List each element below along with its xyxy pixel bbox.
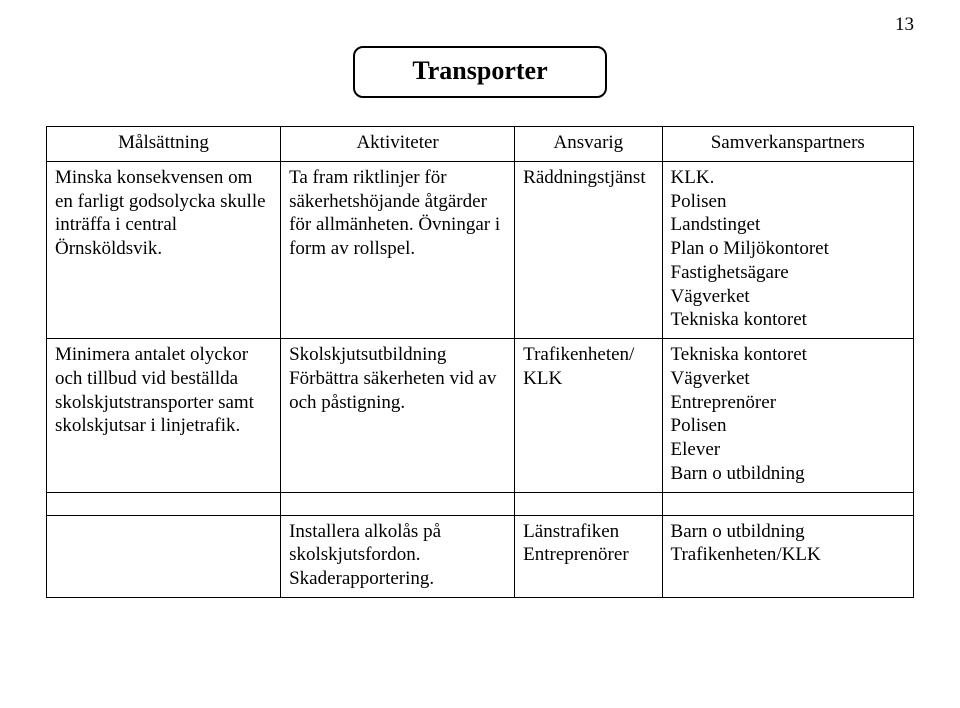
empty-cell: [281, 492, 515, 515]
col-header-activity: Aktiviteter: [281, 127, 515, 162]
cell-goal: Minimera antalet olyckor och tillbud vid…: [47, 339, 281, 493]
col-header-goal: Målsättning: [47, 127, 281, 162]
cell-goal: [47, 515, 281, 597]
main-table: Målsättning Aktiviteter Ansvarig Samverk…: [46, 126, 914, 598]
cell-responsible: Länstrafiken Entreprenörer: [515, 515, 662, 597]
cell-activity: Skolskjutsutbildning Förbättra säkerhete…: [281, 339, 515, 493]
empty-cell: [47, 492, 281, 515]
page-title: Transporter: [353, 46, 607, 98]
cell-partners: KLK.PolisenLandstingetPlan o Miljökontor…: [662, 161, 913, 338]
col-header-partners: Samverkanspartners: [662, 127, 913, 162]
table-spacer-row: [47, 492, 914, 515]
table-row: Installera alkolås på skolskjutsfordon. …: [47, 515, 914, 597]
empty-cell: [515, 492, 662, 515]
table-row: Minska konsekvensen om en farligt godsol…: [47, 161, 914, 338]
cell-activity: Installera alkolås på skolskjutsfordon. …: [281, 515, 515, 597]
col-header-responsible: Ansvarig: [515, 127, 662, 162]
cell-goal: Minska konsekvensen om en farligt godsol…: [47, 161, 281, 338]
page-number: 13: [895, 14, 914, 36]
cell-partners: Barn o utbildningTrafikenheten/KLK: [662, 515, 913, 597]
table-header-row: Målsättning Aktiviteter Ansvarig Samverk…: [47, 127, 914, 162]
cell-activity: Ta fram riktlinjer för säkerhetshöjande …: [281, 161, 515, 338]
cell-partners: Tekniska kontoretVägverketEntreprenörerP…: [662, 339, 913, 493]
cell-responsible: Räddningstjänst: [515, 161, 662, 338]
table-row: Minimera antalet olyckor och tillbud vid…: [47, 339, 914, 493]
empty-cell: [662, 492, 913, 515]
cell-responsible: Trafikenheten/ KLK: [515, 339, 662, 493]
